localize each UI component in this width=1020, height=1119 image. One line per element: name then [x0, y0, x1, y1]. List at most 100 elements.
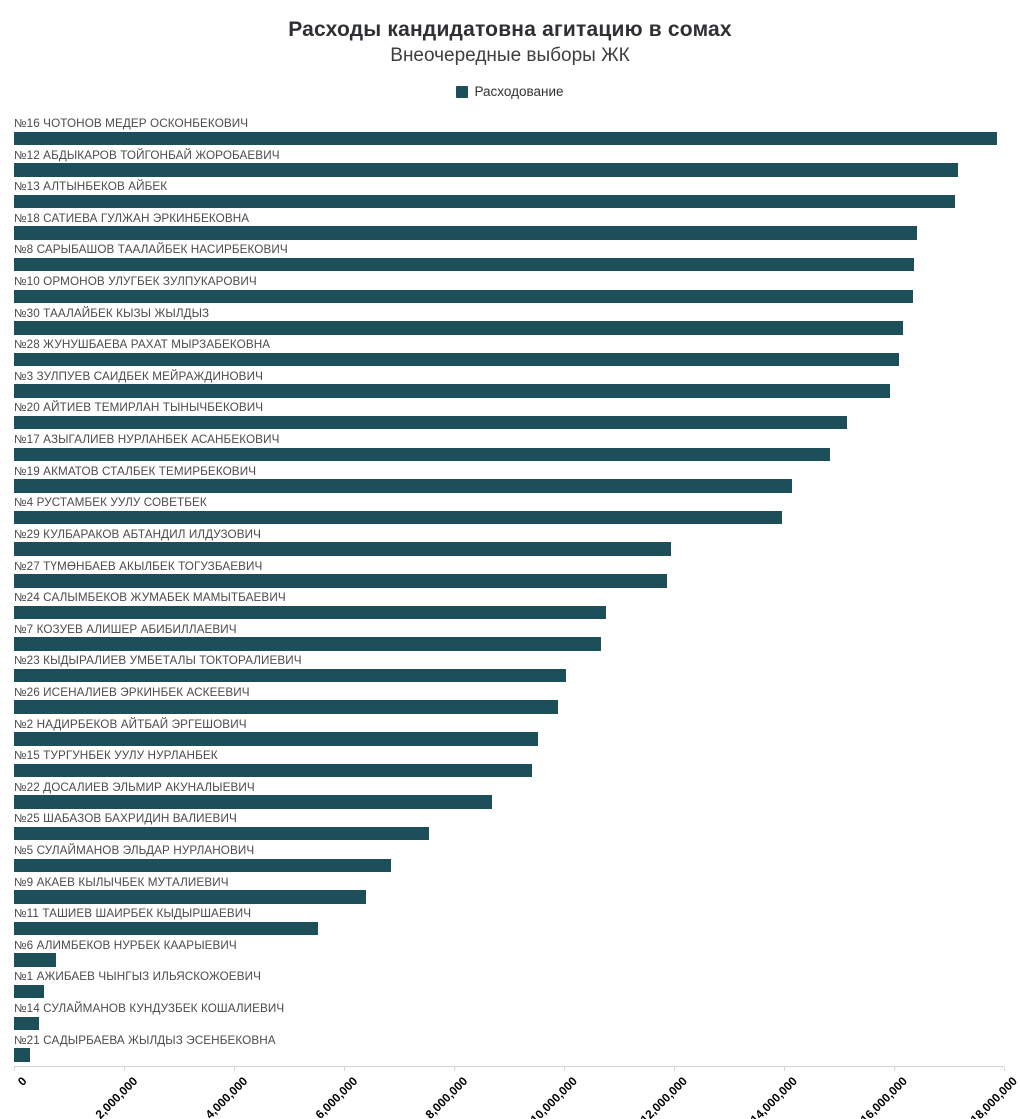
bar-category-label: №10 ОРМОНОВ УЛУГБЕК ЗУЛПУКАРОВИЧ — [14, 275, 257, 289]
bar — [14, 415, 848, 430]
x-tick-mark — [1004, 1067, 1005, 1072]
chart-header: Расходы кандидатовна агитацию в сомах Вн… — [0, 18, 1020, 67]
bar-row: №26 ИСЕНАЛИЕВ ЭРКИНБЕК АСКЕЕВИЧ — [14, 685, 1004, 719]
bar-category-label: №30 ТААЛАЙБЕК КЫЗЫ ЖЫЛДЫЗ — [14, 306, 210, 320]
bar-row: №3 ЗУЛПУЕВ САИДБЕК МЕЙРАЖДИНОВИЧ — [14, 369, 1004, 403]
legend: Расходование — [0, 84, 1020, 99]
bar-row: №23 КЫДЫРАЛИЕВ УМБЕТАЛЫ ТОКТОРАЛИЕВИЧ — [14, 655, 1004, 687]
bar — [14, 384, 891, 398]
bar-category-label: №18 САТИЕВА ГУЛЖАН ЭРКИНБЕКОВНА — [14, 211, 250, 225]
bar-category-label: №21 САДЫРБАЕВА ЖЫЛДЫЗ ЭСЕНБЕКОВНА — [14, 1033, 276, 1047]
bar — [14, 826, 430, 841]
bar — [14, 321, 903, 335]
bar-row: №17 АЗЫГАЛИЕВ НУРЛАНБЕК АСАНБЕКОВИЧ — [14, 434, 1004, 466]
bar-category-label: №9 АКАЕВ КЫЛЫЧБЕК МУТАЛИЕВИЧ — [14, 875, 229, 889]
bar-row: №8 САРЫБАШОВ ТААЛАЙБЕК НАСИРБЕКОВИЧ — [14, 244, 1004, 276]
bar — [14, 668, 567, 683]
bar-row: №13 АЛТЫНБЕКОВ АЙБЕК — [14, 181, 1004, 213]
bar — [14, 510, 782, 525]
bar-row: №1 АЖИБАЕВ ЧЫНГЫЗ ИЛЬЯСКОЖОЕВИЧ — [14, 971, 1004, 1003]
bar — [14, 953, 56, 967]
bar-category-label: №2 НАДИРБЕКОВ АЙТБАЙ ЭРГЕШОВИЧ — [14, 717, 247, 731]
bar — [14, 257, 914, 272]
bar — [14, 732, 539, 746]
bar-row: №25 ШАБАЗОВ БАХРИДИН ВАЛИЕВИЧ — [14, 813, 1004, 845]
bar — [14, 163, 958, 177]
bar-row: №14 СУЛАЙМАНОВ КУНДУЗБЕК КОШАЛИЕВИЧ — [14, 1003, 1004, 1035]
bar-category-label: №4 РУСТАМБЕК УУЛУ СОВЕТБЕК — [14, 496, 207, 510]
chart-subtitle: Внеочередные выборы ЖК — [390, 45, 630, 66]
bar — [14, 194, 956, 209]
bar — [14, 700, 558, 714]
bar-row: №10 ОРМОНОВ УЛУГБЕК ЗУЛПУКАРОВИЧ — [14, 276, 1004, 308]
x-tick-mark — [784, 1067, 785, 1072]
bar — [14, 574, 667, 588]
bar-category-label: №26 ИСЕНАЛИЕВ ЭРКИНБЕК АСКЕЕВИЧ — [14, 685, 250, 699]
bar-category-label: №5 СУЛАЙМАНОВ ЭЛЬДАР НУРЛАНОВИЧ — [14, 844, 255, 858]
bar-category-label: №7 КОЗУЕВ АЛИШЕР АБИБИЛЛАЕВИЧ — [14, 622, 237, 636]
x-tick-mark — [14, 1067, 15, 1072]
bar-row: №6 АЛИМБЕКОВ НУРБЕК КААРЫЕВИЧ — [14, 938, 1004, 972]
bar-row: №27 ТҮМӨНБАЕВ АКЫЛБЕК ТОГУЗБАЕВИЧ — [14, 560, 1004, 593]
bar — [14, 542, 672, 556]
bar — [14, 984, 45, 999]
bar — [14, 858, 391, 873]
bar-row: №12 АБДЫКАРОВ ТОЙГОНБАЙ ЖОРОБАЕВИЧ — [14, 148, 1004, 182]
bar — [14, 289, 914, 304]
bar-row: №28 ЖУНУШБАЕВА РАХАТ МЫРЗАБЕКОВНА — [14, 339, 1004, 371]
bar-row: №21 САДЫРБАЕВА ЖЫЛДЫЗ ЭСЕНБЕКОВНА — [14, 1033, 1004, 1067]
bar-category-label: №12 АБДЫКАРОВ ТОЙГОНБАЙ ЖОРОБАЕВИЧ — [14, 148, 280, 162]
bar-category-label: №23 КЫДЫРАЛИЕВ УМБЕТАЛЫ ТОКТОРАЛИЕВИЧ — [14, 654, 302, 668]
x-tick-mark — [564, 1067, 565, 1072]
bar-category-label: №19 АКМАТОВ СТАЛБЕК ТЕМИРБЕКОВИЧ — [14, 464, 257, 478]
bar-row: №4 РУСТАМБЕК УУЛУ СОВЕТБЕК — [14, 497, 1004, 529]
bar-row: №5 СУЛАЙМАНОВ ЭЛЬДАР НУРЛАНОВИЧ — [14, 845, 1004, 877]
bar — [14, 479, 793, 493]
bar-row: №7 КОЗУЕВ АЛИШЕР АБИБИЛЛАЕВИЧ — [14, 622, 1004, 656]
legend-label: Расходование — [474, 84, 564, 99]
bar-row: №18 САТИЕВА ГУЛЖАН ЭРКИНБЕКОВНА — [14, 211, 1004, 245]
bar-category-label: №14 СУЛАЙМАНОВ КУНДУЗБЕК КОШАЛИЕВИЧ — [14, 1002, 285, 1016]
bar-category-label: №17 АЗЫГАЛИЕВ НУРЛАНБЕК АСАНБЕКОВИЧ — [14, 433, 280, 447]
bar-row: №24 САЛЫМБЕКОВ ЖУМАБЕК МАМЫТБАЕВИЧ — [14, 592, 1004, 624]
bar — [14, 226, 918, 240]
bar — [14, 763, 533, 778]
bar-category-label: №1 АЖИБАЕВ ЧЫНГЫЗ ИЛЬЯСКОЖОЕВИЧ — [14, 970, 261, 984]
bar — [14, 352, 899, 367]
bar-row: №16 ЧОТОНОВ МЕДЕР ОСКОНБЕКОВИЧ — [14, 118, 1004, 150]
x-tick-mark — [454, 1067, 455, 1072]
bar — [14, 890, 366, 904]
x-tick-mark — [674, 1067, 675, 1072]
bar-chart: №16 ЧОТОНОВ МЕДЕР ОСКОНБЕКОВИЧ №12 АБДЫК… — [14, 118, 1020, 1119]
bar — [14, 131, 997, 145]
bar-category-label: №29 КУЛБАРАКОВ АБТАНДИЛ ИЛДУЗОВИЧ — [14, 527, 262, 541]
legend-swatch-icon — [456, 85, 469, 98]
bar — [14, 795, 492, 809]
bar-row: №9 АКАЕВ КЫЛЫЧБЕК МУТАЛИЕВИЧ — [14, 875, 1004, 909]
bar — [14, 447, 831, 462]
x-tick-mark — [344, 1067, 345, 1072]
bar-rows: №16 ЧОТОНОВ МЕДЕР ОСКОНБЕКОВИЧ №12 АБДЫК… — [14, 118, 1004, 1066]
bar — [14, 1016, 39, 1031]
bar-category-label: №15 ТУРГУНБЕК УУЛУ НУРЛАНБЕК — [14, 749, 218, 763]
bar-category-label: №28 ЖУНУШБАЕВА РАХАТ МЫРЗАБЕКОВНА — [14, 338, 271, 352]
bar-row: №11 ТАШИЕВ ШАИРБЕК КЫДЫРШАЕВИЧ — [14, 908, 1004, 940]
bar-category-label: №3 ЗУЛПУЕВ САИДБЕК МЕЙРАЖДИНОВИЧ — [14, 369, 263, 383]
x-tick-mark — [124, 1067, 125, 1072]
bar-category-label: №25 ШАБАЗОВ БАХРИДИН ВАЛИЕВИЧ — [14, 812, 237, 826]
bar-row: №2 НАДИРБЕКОВ АЙТБАЙ ЭРГЕШОВИЧ — [14, 717, 1004, 751]
bar-category-label: №22 ДОСАЛИЕВ ЭЛЬМИР АКУНАЛЫЕВИЧ — [14, 780, 255, 794]
bar — [14, 605, 606, 620]
bar-category-label: №13 АЛТЫНБЕКОВ АЙБЕК — [14, 180, 168, 194]
bar-category-label: №8 САРЫБАШОВ ТААЛАЙБЕК НАСИРБЕКОВИЧ — [14, 243, 288, 257]
x-axis: 0 2,000,000 4,000,000 6,000,000 8,000,000 10,… — [14, 1066, 1020, 1119]
bar-category-label: №24 САЛЫМБЕКОВ ЖУМАБЕК МАМЫТБАЕВИЧ — [14, 591, 286, 605]
x-tick-mark — [894, 1067, 895, 1072]
x-tick-mark — [234, 1067, 235, 1072]
bar-row: №22 ДОСАЛИЕВ ЭЛЬМИР АКУНАЛЫЕВИЧ — [14, 780, 1004, 814]
bar-category-label: №11 ТАШИЕВ ШАИРБЕК КЫДЫРШАЕВИЧ — [14, 907, 252, 921]
bar-row: №29 КУЛБАРАКОВ АБТАНДИЛ ИЛДУЗОВИЧ — [14, 527, 1004, 561]
bar-category-label: №6 АЛИМБЕКОВ НУРБЕК КААРЫЕВИЧ — [14, 938, 237, 952]
bar-category-label: №16 ЧОТОНОВ МЕДЕР ОСКОНБЕКОВИЧ — [14, 117, 249, 130]
bar-row: №19 АКМАТОВ СТАЛБЕК ТЕМИРБЕКОВИЧ — [14, 464, 1004, 498]
